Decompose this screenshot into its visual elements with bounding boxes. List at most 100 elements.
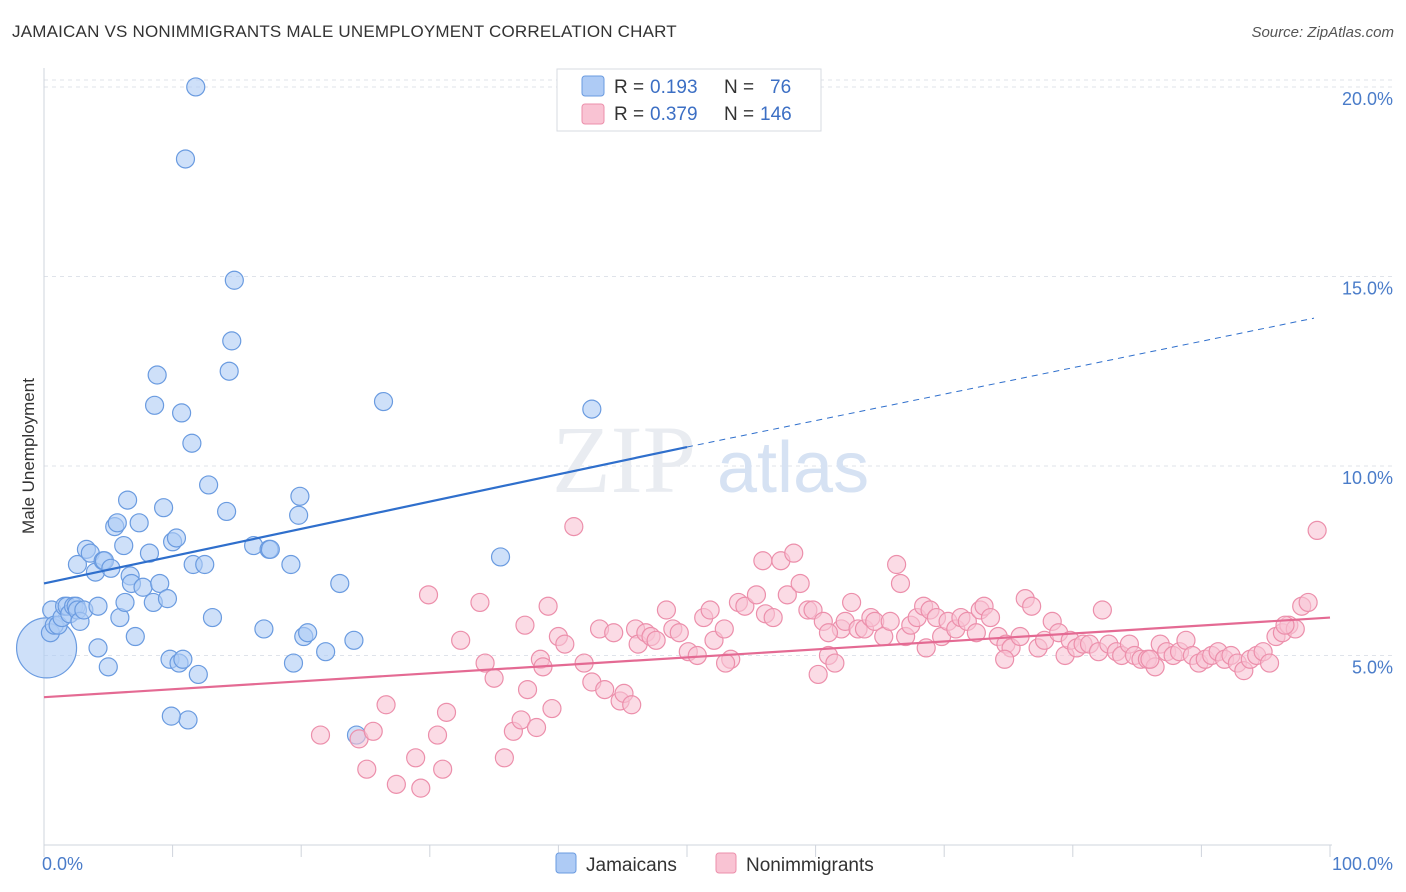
nonimmigrants-point bbox=[995, 649, 1015, 669]
jamaicans-point bbox=[188, 664, 208, 685]
legend-n-label-1: N = bbox=[724, 77, 754, 98]
legend-swatch-jamaicans bbox=[581, 75, 605, 97]
jamaicans-point bbox=[330, 573, 350, 594]
jamaicans-point bbox=[88, 638, 108, 658]
jamaicans-point bbox=[582, 399, 602, 419]
legend-r-value-2: 0.379 bbox=[650, 104, 698, 125]
jamaicans-point bbox=[217, 501, 237, 522]
jamaicans-point bbox=[260, 539, 280, 559]
jamaicans-point bbox=[172, 403, 192, 423]
trend-lines bbox=[43, 317, 1331, 699]
jamaicans-point bbox=[129, 513, 149, 533]
nonimmigrants-point bbox=[427, 725, 448, 745]
jamaicans-point bbox=[161, 706, 181, 726]
nonimmigrants-point bbox=[484, 668, 504, 688]
x-tick-label-min: 0.0% bbox=[42, 854, 83, 874]
nonimmigrants-point bbox=[418, 585, 439, 605]
bottom-legend: Jamaicans Nonimmigrants bbox=[555, 852, 874, 876]
jamaicans-point bbox=[107, 513, 127, 533]
jamaicans-point bbox=[195, 554, 215, 575]
nonimmigrants-point bbox=[511, 710, 531, 730]
nonimmigrants-point bbox=[555, 634, 575, 654]
nonimmigrants-point bbox=[622, 695, 642, 715]
legend: R = 0.193 N = 76 R = 0.379 N = 146 bbox=[556, 68, 822, 132]
nonimmigrants-point bbox=[1259, 653, 1280, 673]
nonimmigrants-point bbox=[980, 607, 1001, 628]
jamaicans-point bbox=[202, 607, 223, 628]
nonimmigrants-point bbox=[966, 623, 986, 643]
jamaicans-point bbox=[224, 270, 244, 290]
jamaicans-point bbox=[133, 577, 153, 597]
grid-lines bbox=[44, 79, 1392, 656]
nonimmigrants-points bbox=[310, 517, 1327, 798]
jamaicans-point bbox=[182, 433, 202, 453]
legend-n-value-1: 76 bbox=[770, 77, 791, 98]
jamaicans-point bbox=[186, 77, 206, 97]
jamaicans-point bbox=[175, 149, 196, 169]
nonimmigrants-point bbox=[357, 759, 377, 779]
jamaicans-point bbox=[290, 486, 310, 506]
nonimmigrants-point bbox=[887, 554, 907, 575]
legend-r-value-1: 0.193 bbox=[650, 77, 698, 98]
nonimmigrants-point bbox=[604, 623, 624, 643]
jamaicans-point bbox=[166, 528, 187, 548]
nonimmigrants-point bbox=[376, 695, 396, 715]
jamaicans-point bbox=[490, 547, 511, 567]
nonimmigrants-trend-line bbox=[43, 616, 1331, 699]
nonimmigrants-point bbox=[880, 611, 900, 631]
jamaicans-point bbox=[222, 331, 242, 351]
jamaicans-point bbox=[147, 365, 167, 385]
nonimmigrants-point bbox=[818, 623, 839, 643]
jamaicans-point bbox=[173, 649, 193, 669]
source-label: Source: ZipAtlas.com bbox=[1251, 24, 1394, 41]
legend-swatch-nonimmigrants bbox=[581, 103, 605, 125]
nonimmigrants-point bbox=[777, 585, 797, 605]
nonimmigrants-point bbox=[451, 630, 471, 650]
jamaicans-point bbox=[219, 361, 239, 381]
nonimmigrants-point bbox=[656, 600, 677, 620]
nonimmigrants-point bbox=[517, 679, 538, 700]
y-axis-title: Male Unemployment bbox=[19, 378, 38, 534]
chart-title: JAMAICAN VS NONIMMIGRANTS MALE UNEMPLOYM… bbox=[12, 22, 677, 41]
watermark-atlas: atlas bbox=[717, 428, 869, 508]
legend-r-label-2: R = bbox=[614, 104, 644, 125]
nonimmigrants-point bbox=[542, 698, 562, 719]
nonimmigrants-point bbox=[715, 653, 736, 673]
nonimmigrants-point bbox=[714, 619, 734, 639]
nonimmigrants-point bbox=[825, 653, 845, 673]
nonimmigrants-point bbox=[890, 573, 911, 594]
bottom-legend-swatch-jamaicans bbox=[555, 852, 577, 874]
jamaicans-point bbox=[125, 626, 145, 647]
nonimmigrants-point bbox=[526, 717, 547, 738]
jamaicans-trend-line bbox=[43, 445, 688, 585]
jamaicans-point bbox=[283, 653, 304, 673]
jamaicans-point bbox=[178, 710, 198, 730]
nonimmigrants-point bbox=[595, 679, 615, 700]
nonimmigrants-point bbox=[475, 653, 495, 673]
nonimmigrants-point bbox=[406, 748, 426, 768]
watermark: ZIP atlas bbox=[552, 406, 869, 513]
jamaicans-point bbox=[289, 505, 309, 525]
jamaicans-point bbox=[281, 554, 301, 575]
nonimmigrants-point bbox=[1307, 520, 1327, 541]
nonimmigrants-point bbox=[1022, 596, 1042, 616]
jamaicans-point bbox=[88, 596, 108, 616]
nonimmigrants-point bbox=[790, 573, 810, 594]
nonimmigrants-point bbox=[842, 592, 862, 613]
jamaicans-point bbox=[298, 623, 318, 643]
nonimmigrants-point bbox=[433, 759, 453, 779]
jamaicans-point bbox=[373, 391, 394, 412]
jamaicans-point bbox=[67, 554, 88, 575]
jamaicans-point bbox=[144, 395, 165, 415]
jamaicans-point bbox=[117, 490, 138, 510]
jamaicans-point bbox=[157, 589, 178, 609]
legend-n-value-2: 146 bbox=[760, 104, 792, 125]
x-ticks bbox=[43, 845, 1331, 857]
nonimmigrants-point bbox=[763, 607, 783, 628]
y-tick-label: 10.0% bbox=[1342, 468, 1393, 488]
jamaicans-point bbox=[150, 573, 170, 594]
jamaicans-point bbox=[115, 592, 135, 613]
bottom-legend-nonimmigrants: Nonimmigrants bbox=[746, 855, 874, 876]
nonimmigrants-point bbox=[470, 592, 490, 613]
